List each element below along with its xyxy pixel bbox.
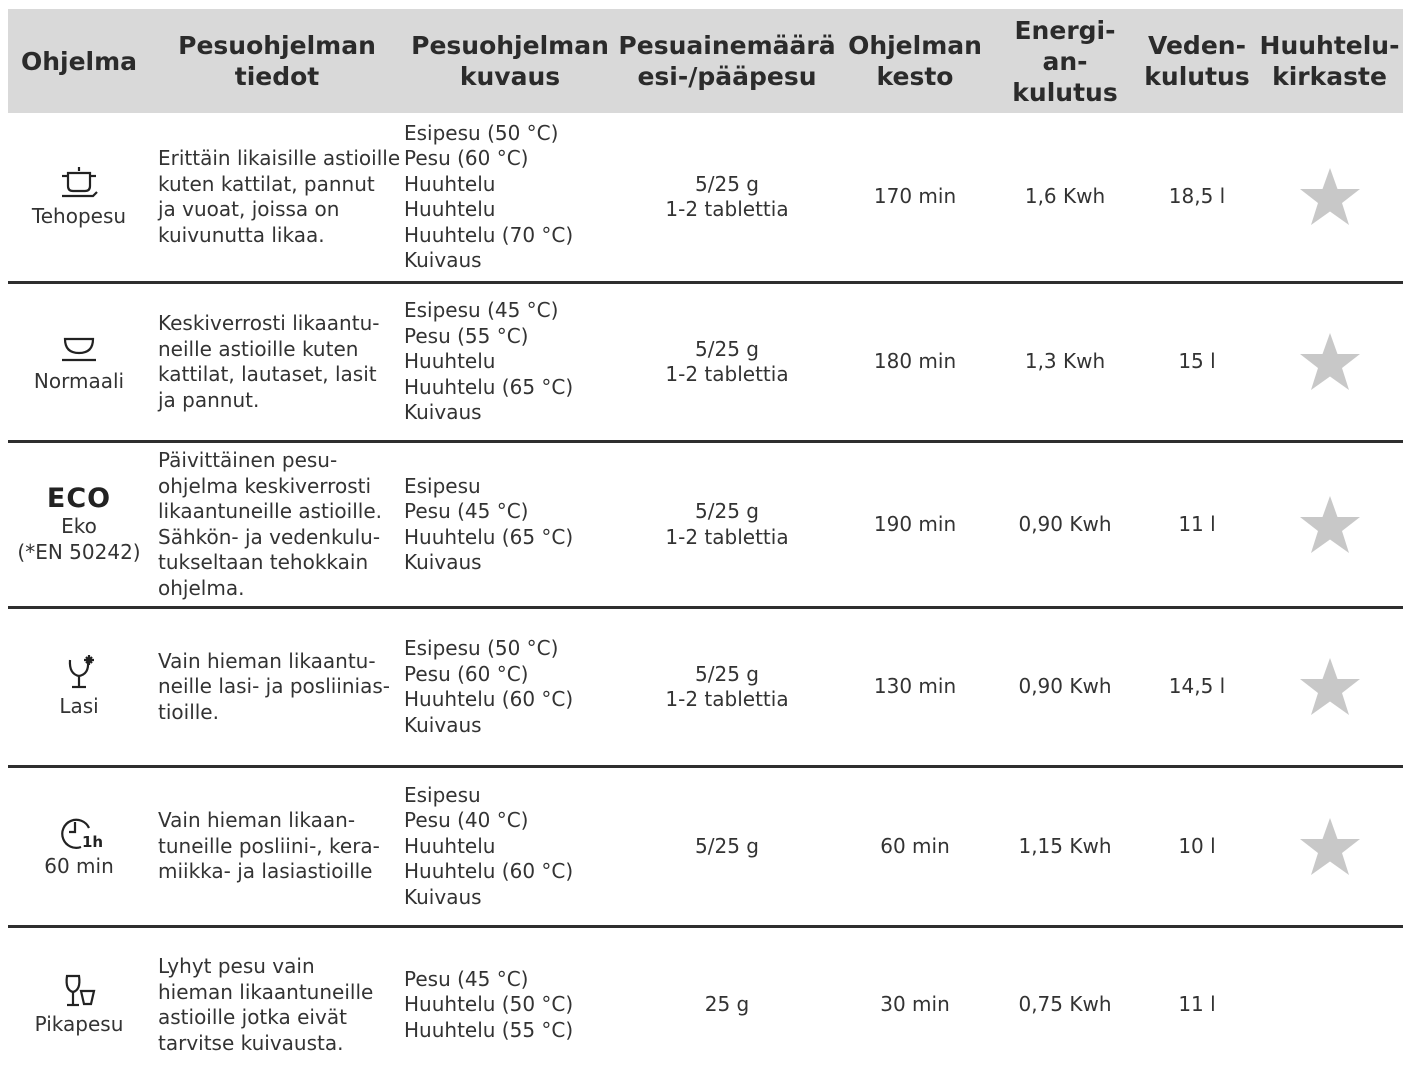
detergent-amount: 5/25 g 1-2 tablettia — [665, 336, 789, 387]
header-kuvaus: Pesuohjelman kuvaus — [404, 9, 616, 113]
star-icon — [1299, 333, 1360, 390]
clock-1h-icon: 1h — [61, 818, 103, 851]
program-info: Erittäin likaisille astioille kuten katt… — [158, 146, 401, 247]
header-tiedot: Pesuohjelman tiedot — [150, 9, 404, 113]
program-name: Tehopesu — [31, 204, 127, 229]
energy-consumption: 0,90 Kwh — [1018, 511, 1112, 536]
program-cell: ECO Eko (*EN 50242) — [8, 443, 150, 606]
table-row: Lasi Vain hieman likaantu- neille lasi- j… — [8, 609, 1403, 768]
energy-consumption: 0,90 Kwh — [1018, 674, 1112, 699]
glass-icon — [68, 655, 94, 689]
program-name: 60 min — [44, 853, 114, 878]
header-label: Veden- kulutus — [1144, 31, 1250, 91]
program-steps: Esipesu (45 °C) Pesu (55 °C) Huuhtelu Hu… — [404, 298, 574, 425]
header-kesto: Ohjelman kesto — [838, 9, 992, 113]
header-label: Pesuainemäärä esi-/pääpesu — [618, 31, 836, 91]
water-consumption: 15 l — [1178, 349, 1216, 374]
rinse-aid-cell — [1256, 284, 1403, 440]
program-name: Normaali — [33, 369, 125, 394]
rinse-aid-cell — [1256, 609, 1403, 765]
program-info: Vain hieman likaan- tuneille posliini-, … — [158, 808, 380, 884]
table-row: Normaali Keskiverrosti likaantu- neille a… — [8, 284, 1403, 443]
program-cell: Pikapesu — [8, 928, 150, 1082]
program-duration: 60 min — [880, 833, 950, 858]
rinse-aid-cell — [1256, 928, 1403, 1082]
eco-icon: ECO — [46, 483, 112, 514]
bowl-icon — [62, 338, 96, 362]
star-icon — [1299, 817, 1360, 875]
table-row: Pikapesu Lyhyt pesu vain hieman likaantun… — [8, 928, 1403, 1082]
program-steps: Esipesu Pesu (45 °C) Huuhtelu (65 °C) Ku… — [404, 473, 574, 575]
table-header: Ohjelma Pesuohjelman tiedot Pesuohjelman… — [8, 9, 1403, 113]
header-vesi: Veden- kulutus — [1138, 9, 1256, 113]
program-name: Eko (*EN 50242) — [17, 514, 141, 564]
header-label: Pesuohjelman kuvaus — [411, 31, 609, 91]
energy-consumption: 1,6 Kwh — [1024, 184, 1106, 209]
star-icon — [1299, 495, 1360, 553]
pot-icon — [62, 167, 98, 198]
program-steps: Esipesu (50 °C) Pesu (60 °C) Huuhtelu Hu… — [404, 120, 574, 273]
table-body: Tehopesu Erittäin likaisille astioille ku… — [8, 113, 1403, 1082]
energy-consumption: 1,15 Kwh — [1018, 833, 1112, 858]
rinse-aid-cell — [1256, 443, 1403, 606]
header-label: Energi- an- kulutus — [1012, 15, 1118, 107]
rinse-aid-cell — [1256, 113, 1403, 281]
table-row: 1h 60 min Vain hieman likaan- tuneille pos… — [8, 768, 1403, 928]
water-consumption: 11 l — [1178, 511, 1216, 536]
table-row: Tehopesu Erittäin likaisille astioille ku… — [8, 113, 1403, 284]
program-duration: 30 min — [880, 992, 950, 1017]
header-label: Pesuohjelman tiedot — [178, 31, 376, 91]
header-energia: Energi- an- kulutus — [992, 9, 1138, 113]
water-consumption: 18,5 l — [1168, 184, 1226, 209]
program-cell: Normaali — [8, 284, 150, 440]
program-duration: 170 min — [873, 184, 957, 209]
header-label: Ohjelman kesto — [848, 31, 982, 91]
detergent-amount: 5/25 g 1-2 tablettia — [665, 171, 789, 222]
star-icon — [1299, 658, 1360, 715]
program-name: Pikapesu — [34, 1012, 124, 1037]
header-ohjelma: Ohjelma — [8, 9, 150, 113]
glass-cup-icon — [65, 975, 96, 1007]
program-steps: Esipesu Pesu (40 °C) Huuhtelu Huuhtelu (… — [404, 782, 574, 909]
detergent-amount: 5/25 g — [695, 833, 759, 858]
header-label: Ohjelma — [20, 46, 138, 76]
detergent-amount: 5/25 g 1-2 tablettia — [665, 499, 789, 549]
program-steps: Pesu (45 °C) Huuhtelu (50 °C) Huuhtelu (… — [404, 966, 574, 1042]
program-cell: Tehopesu — [8, 113, 150, 281]
detergent-amount: 5/25 g 1-2 tablettia — [665, 661, 789, 712]
table-row: ECO Eko (*EN 50242) Päivittäinen pesu- ohj… — [8, 443, 1403, 609]
star-icon — [1299, 168, 1360, 225]
energy-consumption: 1,3 Kwh — [1024, 349, 1106, 374]
program-cell: Lasi — [8, 609, 150, 765]
program-duration: 130 min — [873, 674, 957, 699]
water-consumption: 11 l — [1178, 992, 1216, 1017]
program-steps: Esipesu (50 °C) Pesu (60 °C) Huuhtelu (6… — [404, 636, 574, 737]
rinse-aid-cell — [1256, 768, 1403, 925]
header-pesuaine: Pesuainemäärä esi-/pääpesu — [616, 9, 838, 113]
program-duration: 190 min — [873, 511, 957, 536]
program-info: Keskiverrosti likaantu- neille astioille… — [158, 311, 380, 412]
program-info: Lyhyt pesu vain hieman likaantuneille as… — [158, 954, 374, 1055]
detergent-amount: 25 g — [704, 992, 750, 1017]
energy-consumption: 0,75 Kwh — [1018, 992, 1112, 1017]
program-table: Ohjelma Pesuohjelman tiedot Pesuohjelman… — [8, 9, 1403, 1082]
program-cell: 1h 60 min — [8, 768, 150, 925]
header-kirkaste: Huuhtelu- kirkaste — [1256, 9, 1403, 113]
water-consumption: 10 l — [1178, 833, 1216, 858]
program-info: Vain hieman likaantu- neille lasi- ja po… — [158, 648, 390, 724]
program-duration: 180 min — [873, 349, 957, 374]
water-consumption: 14,5 l — [1168, 674, 1226, 699]
header-label: Huuhtelu- kirkaste — [1259, 31, 1400, 91]
svg-text:1h: 1h — [82, 833, 103, 851]
program-info: Päivittäinen pesu- ohjelma keskiverrosti… — [158, 448, 383, 600]
program-name: Lasi — [59, 694, 99, 719]
